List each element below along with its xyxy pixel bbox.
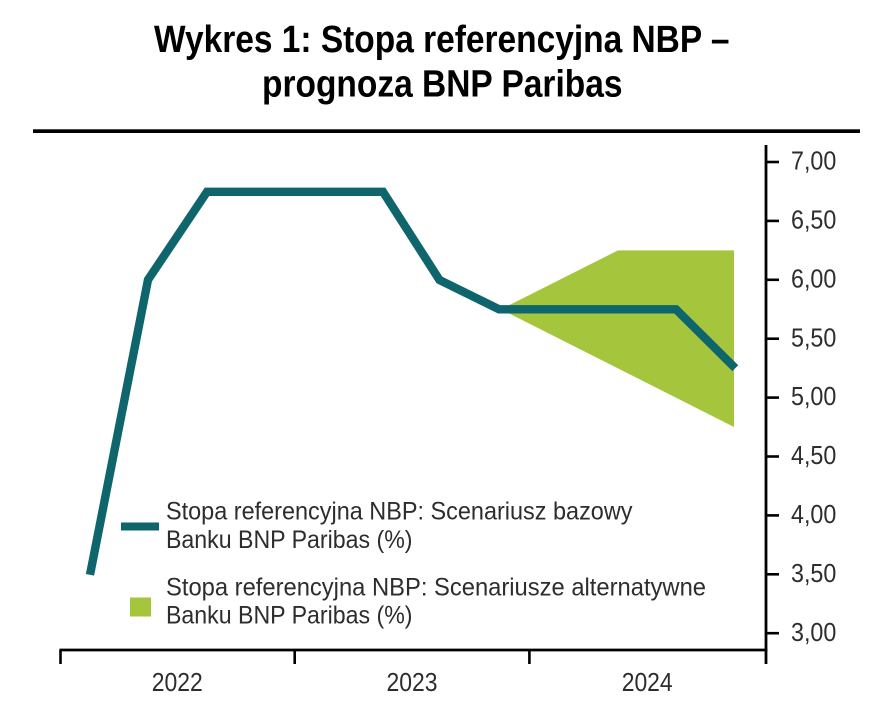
svg-text:4,00: 4,00: [791, 499, 836, 529]
svg-text:6,00: 6,00: [791, 263, 836, 293]
svg-text:prognoza BNP Paribas: prognoza BNP Paribas: [262, 64, 623, 106]
svg-text:Banku BNP Paribas (%): Banku BNP Paribas (%): [166, 602, 413, 630]
svg-text:3,50: 3,50: [791, 558, 836, 588]
svg-text:2022: 2022: [152, 667, 203, 697]
svg-text:Stopa referencyjna NBP: Scenar: Stopa referencyjna NBP: Scenariusze alte…: [166, 574, 706, 602]
svg-text:7,00: 7,00: [791, 146, 836, 176]
svg-text:5,00: 5,00: [791, 381, 836, 411]
svg-text:6,50: 6,50: [791, 205, 836, 235]
svg-text:3,00: 3,00: [791, 617, 836, 647]
svg-text:Wykres 1: Stopa referencyjna N: Wykres 1: Stopa referencyjna NBP –: [154, 19, 730, 61]
svg-text:2024: 2024: [622, 667, 673, 697]
svg-text:Banku BNP Paribas (%): Banku BNP Paribas (%): [166, 526, 413, 554]
svg-text:Stopa referencyjna NBP: Scenar: Stopa referencyjna NBP: Scenariusz bazow…: [166, 497, 633, 525]
svg-text:4,50: 4,50: [791, 440, 836, 470]
svg-text:2023: 2023: [387, 667, 438, 697]
svg-text:5,50: 5,50: [791, 322, 836, 352]
